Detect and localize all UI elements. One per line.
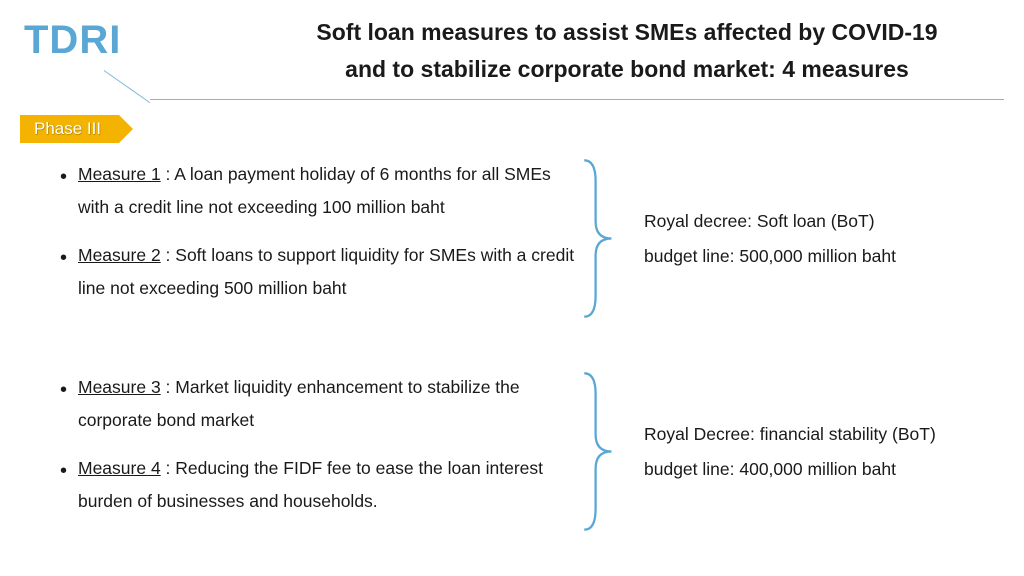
decree-line: Royal decree: Soft loan (BoT) [644,204,984,238]
measure-label: Measure 1 [78,164,161,184]
decree-text-1: Royal decree: Soft loan (BoT) budget lin… [616,204,984,272]
title-line-1: Soft loan measures to assist SMEs affect… [316,19,937,45]
header-diagonal-rule [104,70,150,103]
measures-list-2: Measure 3 : Market liquidity enhancement… [42,371,582,532]
phase-badge: Phase III [20,115,119,143]
decree-text-2: Royal Decree: financial stability (BoT) … [616,417,984,485]
measure-group-1: Measure 1 : A loan payment holiday of 6 … [42,158,984,319]
list-item: Measure 2 : Soft loans to support liquid… [60,239,582,306]
decree-line: Royal Decree: financial stability (BoT) [644,417,984,451]
title-line-2: and to stabilize corporate bond market: … [345,56,909,82]
decree-line: budget line: 500,000 million baht [644,239,984,273]
decree-line: budget line: 400,000 million baht [644,452,984,486]
content-area: Measure 1 : A loan payment holiday of 6 … [42,158,984,532]
logo: TDRI [24,18,121,63]
measure-label: Measure 4 [78,458,161,478]
list-item: Measure 1 : A loan payment holiday of 6 … [60,158,582,225]
measure-label: Measure 3 [78,377,161,397]
list-item: Measure 3 : Market liquidity enhancement… [60,371,582,438]
header-rule [150,99,1004,100]
measures-list-1: Measure 1 : A loan payment holiday of 6 … [42,158,582,319]
bracket-icon [582,371,616,532]
page-title: Soft loan measures to assist SMEs affect… [270,14,984,88]
measure-label: Measure 2 [78,245,161,265]
list-item: Measure 4 : Reducing the FIDF fee to eas… [60,452,582,519]
bracket-icon [582,158,616,319]
measure-group-2: Measure 3 : Market liquidity enhancement… [42,371,984,532]
